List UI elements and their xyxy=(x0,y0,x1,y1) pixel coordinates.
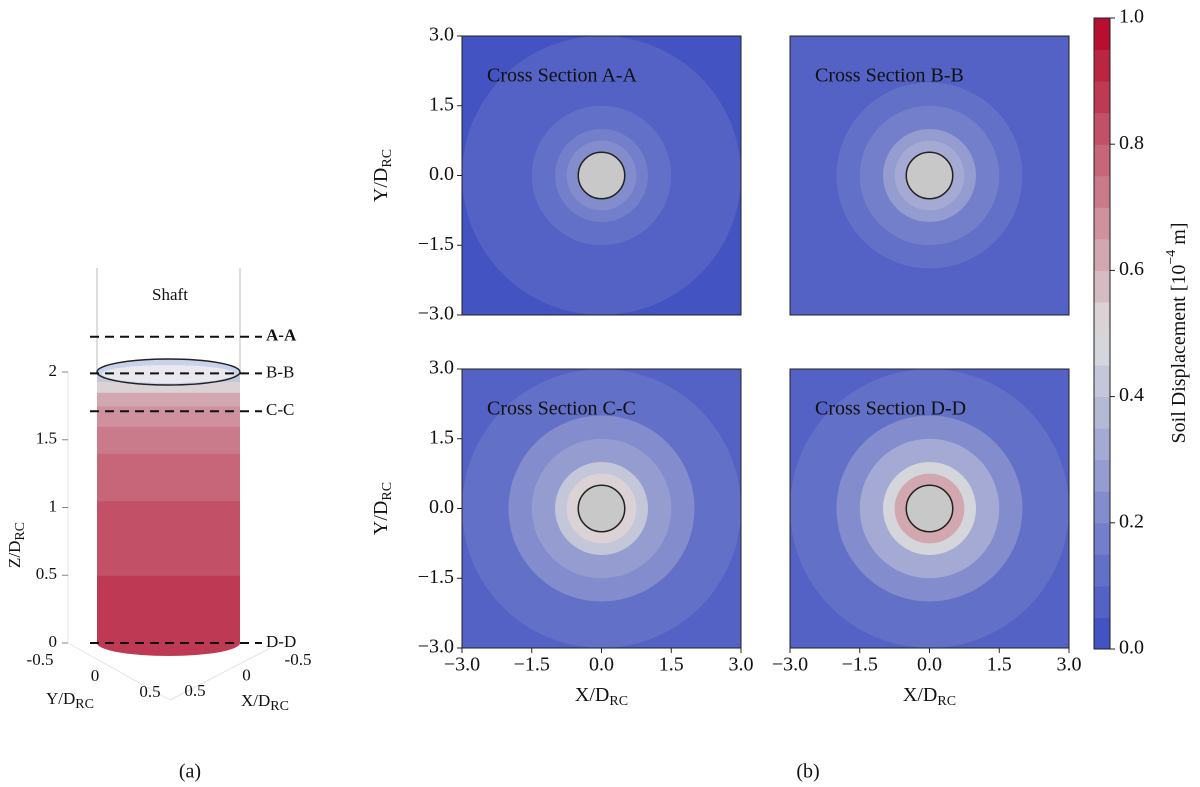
x-tick-label: 1.5 xyxy=(987,654,1012,676)
section-label: B-B xyxy=(266,362,294,381)
colorbar-frame xyxy=(1093,17,1111,650)
x-axis-label: X/DRC xyxy=(241,691,289,714)
colorbar-band xyxy=(1094,617,1110,650)
colorbar-tick-label: 1.0 xyxy=(1119,6,1144,28)
x-tick-label: 1.5 xyxy=(659,654,684,676)
surface-band xyxy=(97,575,240,644)
plot-title: Cross Section C-C xyxy=(487,398,636,420)
pile xyxy=(577,151,626,200)
y-tick-label: 1.5 xyxy=(429,426,454,448)
colorbar-tick-label: 0.8 xyxy=(1119,132,1144,154)
colorbar-band xyxy=(1094,491,1110,524)
y-tick-label: 0.5 xyxy=(139,682,160,701)
y-tick-label: −3.0 xyxy=(418,636,454,658)
y-tick-label: −1.5 xyxy=(418,566,454,588)
colorbar-band xyxy=(1094,396,1110,429)
y-axis-label: Y/DRC xyxy=(370,149,396,202)
y-tick-label: −3.0 xyxy=(418,303,454,325)
plot-title: Cross Section A-A xyxy=(487,65,638,87)
section-label: C-C xyxy=(266,400,294,419)
y-tick-label: 0 xyxy=(91,666,100,685)
x-axis-label: X/DRC xyxy=(903,684,956,710)
surface-band xyxy=(97,453,240,502)
y-axis-label-text: Y/D xyxy=(370,168,392,202)
caption: (b) xyxy=(796,761,819,783)
colorbar-band xyxy=(1094,238,1110,271)
y-tick-label: 3.0 xyxy=(429,24,454,46)
section-label: D-D xyxy=(266,632,296,651)
y-axis-label: Y/DRC xyxy=(370,482,396,535)
y-tick-label: 1.5 xyxy=(429,93,454,115)
x-tick-label: −1.5 xyxy=(842,654,878,676)
caption: (a) xyxy=(179,761,201,783)
x-tick-label: −3.0 xyxy=(444,654,480,676)
surface-band xyxy=(97,405,240,427)
x-axis-label-sub: RC xyxy=(937,694,956,709)
pile xyxy=(905,484,954,533)
colorbar-band xyxy=(1094,144,1110,177)
y-tick-label: 0.0 xyxy=(429,496,454,518)
x-tick-label: 0.0 xyxy=(589,654,614,676)
colorbar-band xyxy=(1094,428,1110,461)
surface-band xyxy=(97,381,240,393)
surface-band xyxy=(97,500,240,576)
x-axis-label: X/DRC xyxy=(575,684,628,710)
x-tick-label: 0 xyxy=(242,665,251,684)
y-axis-label-sub: RC xyxy=(380,482,395,501)
z-tick-label: 1 xyxy=(49,496,58,515)
colorbar-band xyxy=(1094,459,1110,492)
plot-frame xyxy=(789,35,1070,316)
y-tick-label: 0.0 xyxy=(429,163,454,185)
y-axis-label-sub: RC xyxy=(380,149,395,168)
colorbar-band xyxy=(1094,270,1110,303)
colorbar-band xyxy=(1094,207,1110,240)
y-tick-label: −1.5 xyxy=(418,233,454,255)
colorbar-tick-label: 0.4 xyxy=(1119,384,1144,406)
x-tick-label: 0.5 xyxy=(184,681,205,700)
x-tick-label: 3.0 xyxy=(729,654,754,676)
x-tick-label: −1.5 xyxy=(514,654,550,676)
colorbar-band xyxy=(1094,301,1110,334)
x-axis-label-text: X/D xyxy=(575,684,609,706)
shaft-label: Shaft xyxy=(152,285,188,304)
plot-title: Cross Section D-D xyxy=(815,398,966,420)
colorbar-band xyxy=(1094,112,1110,145)
x-tick-label: -0.5 xyxy=(285,650,312,669)
colorbar-band xyxy=(1094,81,1110,114)
y-axis-label: Y/DRC xyxy=(46,689,94,712)
z-axis-label: Z/DRC xyxy=(5,522,28,568)
surface-band xyxy=(97,426,240,454)
x-tick-label: 0.0 xyxy=(917,654,942,676)
z-tick-label: 0.5 xyxy=(36,564,57,583)
pile xyxy=(577,484,626,533)
y-tick-label: 3.0 xyxy=(429,357,454,379)
colorbar-band xyxy=(1094,585,1110,618)
colorbar-band xyxy=(1094,333,1110,366)
colorbar-band xyxy=(1094,175,1110,208)
x-axis-label-sub: RC xyxy=(609,694,628,709)
plot-title: Cross Section B-B xyxy=(815,65,964,87)
surface-band xyxy=(97,392,240,407)
colorbar-band xyxy=(1094,554,1110,587)
y-axis-label-text: Y/D xyxy=(370,501,392,535)
colorbar-label: Soil Displacement [10−4 m] xyxy=(1164,223,1189,444)
z-tick-label: 2 xyxy=(49,361,58,380)
x-axis-label-text: X/D xyxy=(903,684,937,706)
colorbar-band xyxy=(1094,18,1110,51)
y-tick-label: -0.5 xyxy=(27,650,54,669)
x-tick-label: −3.0 xyxy=(772,654,808,676)
pile xyxy=(905,151,954,200)
x-tick-label: 3.0 xyxy=(1057,654,1082,676)
z-tick-label: 0 xyxy=(49,632,58,651)
z-tick-label: 1.5 xyxy=(36,429,57,448)
colorbar-tick-label: 0.2 xyxy=(1119,510,1144,532)
colorbar-band xyxy=(1094,49,1110,82)
colorbar-tick-label: 0.0 xyxy=(1119,637,1144,659)
colorbar-band xyxy=(1094,522,1110,555)
colorbar-tick-label: 0.6 xyxy=(1119,258,1144,280)
section-label: A-A xyxy=(266,326,297,345)
colorbar-band xyxy=(1094,365,1110,398)
